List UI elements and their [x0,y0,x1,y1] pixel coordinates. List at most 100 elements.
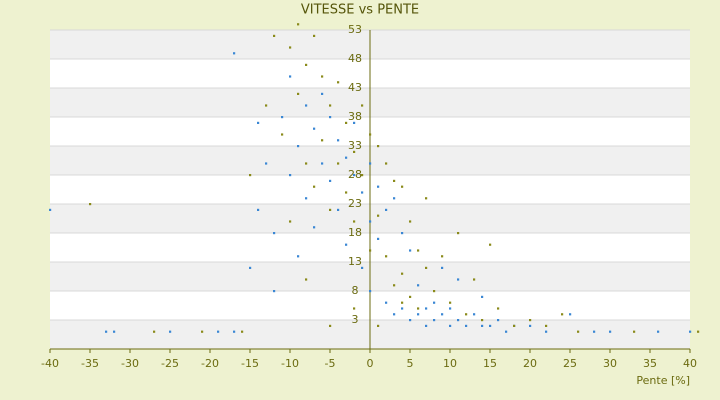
point [329,324,332,327]
point [289,46,292,49]
point [497,307,500,310]
point [449,307,452,310]
point [305,104,308,107]
point [313,226,316,229]
point [393,179,396,182]
point [329,104,332,107]
point [457,232,460,235]
point [361,174,364,177]
point [329,179,332,182]
point [313,127,316,130]
point [417,313,420,316]
point [337,139,340,142]
point [385,301,388,304]
point [321,139,324,142]
y-tick-label: 33 [348,139,362,152]
y-tick-label: 48 [348,52,362,65]
point [505,330,508,333]
point [545,330,548,333]
x-tick-label: -15 [241,357,259,370]
point [377,237,380,240]
point [329,116,332,119]
point [249,266,252,269]
point [425,307,428,310]
point [377,214,380,217]
point [481,295,484,298]
point [217,330,220,333]
y-tick-label: 13 [348,255,362,268]
point [481,324,484,327]
point [433,319,436,322]
point [385,208,388,211]
point [657,330,660,333]
point [513,324,516,327]
point [353,150,356,153]
point [409,319,412,322]
point [337,208,340,211]
point [425,324,428,327]
point [273,232,276,235]
point [321,162,324,165]
point [369,220,372,223]
point [297,92,300,95]
x-tick-label: 15 [483,357,497,370]
point [289,220,292,223]
point [313,34,316,37]
point [401,272,404,275]
point [257,121,260,124]
point [633,330,636,333]
y-tick-label: 28 [348,168,362,181]
point [281,133,284,136]
marks [49,23,700,333]
point [305,197,308,200]
y-tick-label: 23 [348,197,362,210]
point [393,284,396,287]
x-tick-label: -25 [161,357,179,370]
point [361,104,364,107]
x-tick-label: -30 [121,357,139,370]
x-tick-label: 40 [683,357,697,370]
point [441,266,444,269]
x-tick-label: -10 [281,357,299,370]
point [305,278,308,281]
point [233,52,236,55]
y-tick-label: 38 [348,110,362,123]
point [89,203,92,206]
point [321,75,324,78]
point [697,330,700,333]
x-tick-label: 0 [367,357,374,370]
point [561,313,564,316]
point [489,243,492,246]
point [377,145,380,148]
y-tick-label: 18 [348,226,362,239]
point [497,319,500,322]
point [457,278,460,281]
point [105,330,108,333]
point [265,162,268,165]
point [377,185,380,188]
point [345,191,348,194]
point [297,255,300,258]
point [425,266,428,269]
point [433,301,436,304]
point [689,330,692,333]
point [441,255,444,258]
point [409,295,412,298]
y-tick-label: 53 [348,23,362,36]
point [257,208,260,211]
point [313,185,316,188]
point [441,313,444,316]
point [353,307,356,310]
point [361,266,364,269]
point [49,208,52,211]
point [289,174,292,177]
y-tick-label: 43 [348,81,362,94]
point [417,249,420,252]
point [305,162,308,165]
point [465,313,468,316]
point [273,34,276,37]
point [577,330,580,333]
point [529,324,532,327]
point [289,75,292,78]
